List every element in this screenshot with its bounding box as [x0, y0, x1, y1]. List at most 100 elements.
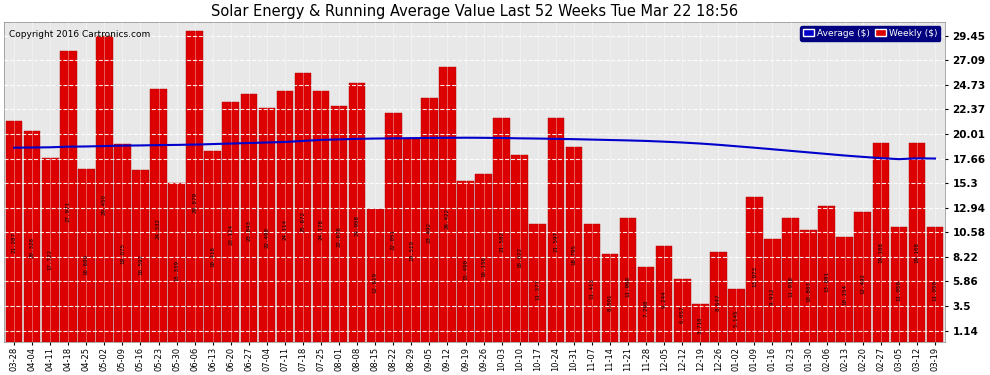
Text: 22.676: 22.676 — [337, 226, 342, 247]
Text: 11.938: 11.938 — [788, 276, 793, 297]
Text: Copyright 2016 Cartronics.com: Copyright 2016 Cartronics.com — [9, 30, 150, 39]
Bar — [909, 144, 926, 342]
Text: 15.339: 15.339 — [174, 260, 179, 281]
Text: 21.597: 21.597 — [553, 231, 558, 252]
Text: 25.872: 25.872 — [301, 211, 306, 232]
Bar — [204, 151, 221, 342]
Text: 16.156: 16.156 — [481, 256, 486, 277]
Text: 11.050: 11.050 — [896, 280, 902, 301]
Text: 13.973: 13.973 — [752, 267, 757, 288]
Bar — [114, 144, 131, 342]
Bar — [403, 139, 420, 342]
Text: 23.843: 23.843 — [247, 220, 251, 241]
Bar — [800, 230, 817, 342]
Bar — [638, 267, 654, 342]
Bar — [295, 73, 311, 342]
Bar — [24, 131, 41, 342]
Bar — [258, 108, 275, 342]
Bar — [367, 209, 383, 342]
Text: 26.422: 26.422 — [445, 208, 450, 229]
Bar — [927, 227, 943, 342]
Bar — [186, 31, 203, 342]
Text: 23.124: 23.124 — [229, 224, 234, 245]
Bar — [782, 218, 799, 342]
Text: 24.958: 24.958 — [354, 215, 359, 236]
Text: 8.501: 8.501 — [608, 294, 613, 311]
Bar — [313, 91, 330, 342]
Text: 19.108: 19.108 — [915, 242, 920, 263]
Bar — [6, 121, 23, 342]
Text: 16.592: 16.592 — [138, 254, 143, 275]
Bar — [837, 237, 853, 342]
Text: 29.450: 29.450 — [102, 194, 107, 215]
Bar — [764, 239, 781, 342]
Text: 24.178: 24.178 — [319, 219, 324, 240]
Bar — [223, 102, 240, 342]
Bar — [493, 118, 510, 342]
Bar — [819, 206, 835, 342]
Bar — [512, 155, 528, 342]
Bar — [674, 279, 690, 342]
Bar — [602, 254, 619, 342]
Text: 21.287: 21.287 — [12, 232, 17, 253]
Bar — [60, 51, 76, 342]
Bar — [421, 98, 438, 342]
Bar — [133, 170, 148, 342]
Bar — [457, 181, 474, 342]
Text: 20.328: 20.328 — [30, 237, 35, 258]
Bar — [42, 158, 58, 342]
Bar — [565, 147, 582, 342]
Text: 9.244: 9.244 — [661, 290, 666, 308]
Text: 29.879: 29.879 — [192, 192, 197, 213]
Text: 10.803: 10.803 — [806, 281, 811, 302]
Text: 11.413: 11.413 — [589, 279, 594, 300]
Text: 10.154: 10.154 — [842, 284, 847, 305]
Text: 21.582: 21.582 — [499, 231, 504, 252]
Bar — [241, 94, 257, 342]
Bar — [584, 224, 600, 342]
Text: 12.492: 12.492 — [860, 273, 865, 294]
Text: 18.418: 18.418 — [210, 246, 215, 267]
Bar — [78, 169, 95, 342]
Text: 22.051: 22.051 — [391, 229, 396, 250]
Bar — [872, 144, 889, 342]
Bar — [655, 246, 672, 342]
Text: 5.145: 5.145 — [734, 309, 739, 327]
Text: 17.722: 17.722 — [48, 249, 52, 270]
Bar — [150, 89, 167, 342]
Text: 12.819: 12.819 — [373, 272, 378, 293]
Bar — [276, 92, 293, 342]
Bar — [530, 224, 546, 342]
Bar — [385, 113, 402, 342]
Text: 19.108: 19.108 — [878, 242, 883, 263]
Text: 18.022: 18.022 — [517, 248, 522, 268]
Text: 11.377: 11.377 — [536, 279, 541, 300]
Text: 15.490: 15.490 — [463, 260, 468, 280]
Bar — [475, 174, 492, 342]
Text: 11.969: 11.969 — [626, 276, 631, 297]
Text: 24.332: 24.332 — [156, 218, 161, 239]
Text: 7.208: 7.208 — [644, 300, 648, 317]
Text: 16.680: 16.680 — [84, 254, 89, 275]
Bar — [891, 227, 907, 342]
Title: Solar Energy & Running Average Value Last 52 Weeks Tue Mar 22 18:56: Solar Energy & Running Average Value Las… — [211, 4, 739, 19]
Bar — [710, 252, 727, 342]
Text: 24.114: 24.114 — [282, 219, 287, 240]
Bar — [331, 106, 347, 342]
Bar — [348, 82, 365, 342]
Text: 19.075: 19.075 — [120, 243, 125, 264]
Bar — [692, 304, 709, 342]
Text: 11.050: 11.050 — [933, 280, 938, 301]
Text: 6.057: 6.057 — [680, 305, 685, 323]
Bar — [746, 197, 762, 342]
Text: 18.795: 18.795 — [571, 244, 576, 265]
Bar — [620, 218, 637, 342]
Text: 27.971: 27.971 — [65, 201, 70, 222]
Bar — [728, 289, 744, 342]
Bar — [440, 67, 455, 342]
Legend: Average ($), Weekly ($): Average ($), Weekly ($) — [800, 26, 940, 40]
Text: 3.718: 3.718 — [698, 316, 703, 334]
Text: 9.912: 9.912 — [770, 287, 775, 305]
Bar — [854, 212, 871, 342]
Bar — [547, 117, 564, 342]
